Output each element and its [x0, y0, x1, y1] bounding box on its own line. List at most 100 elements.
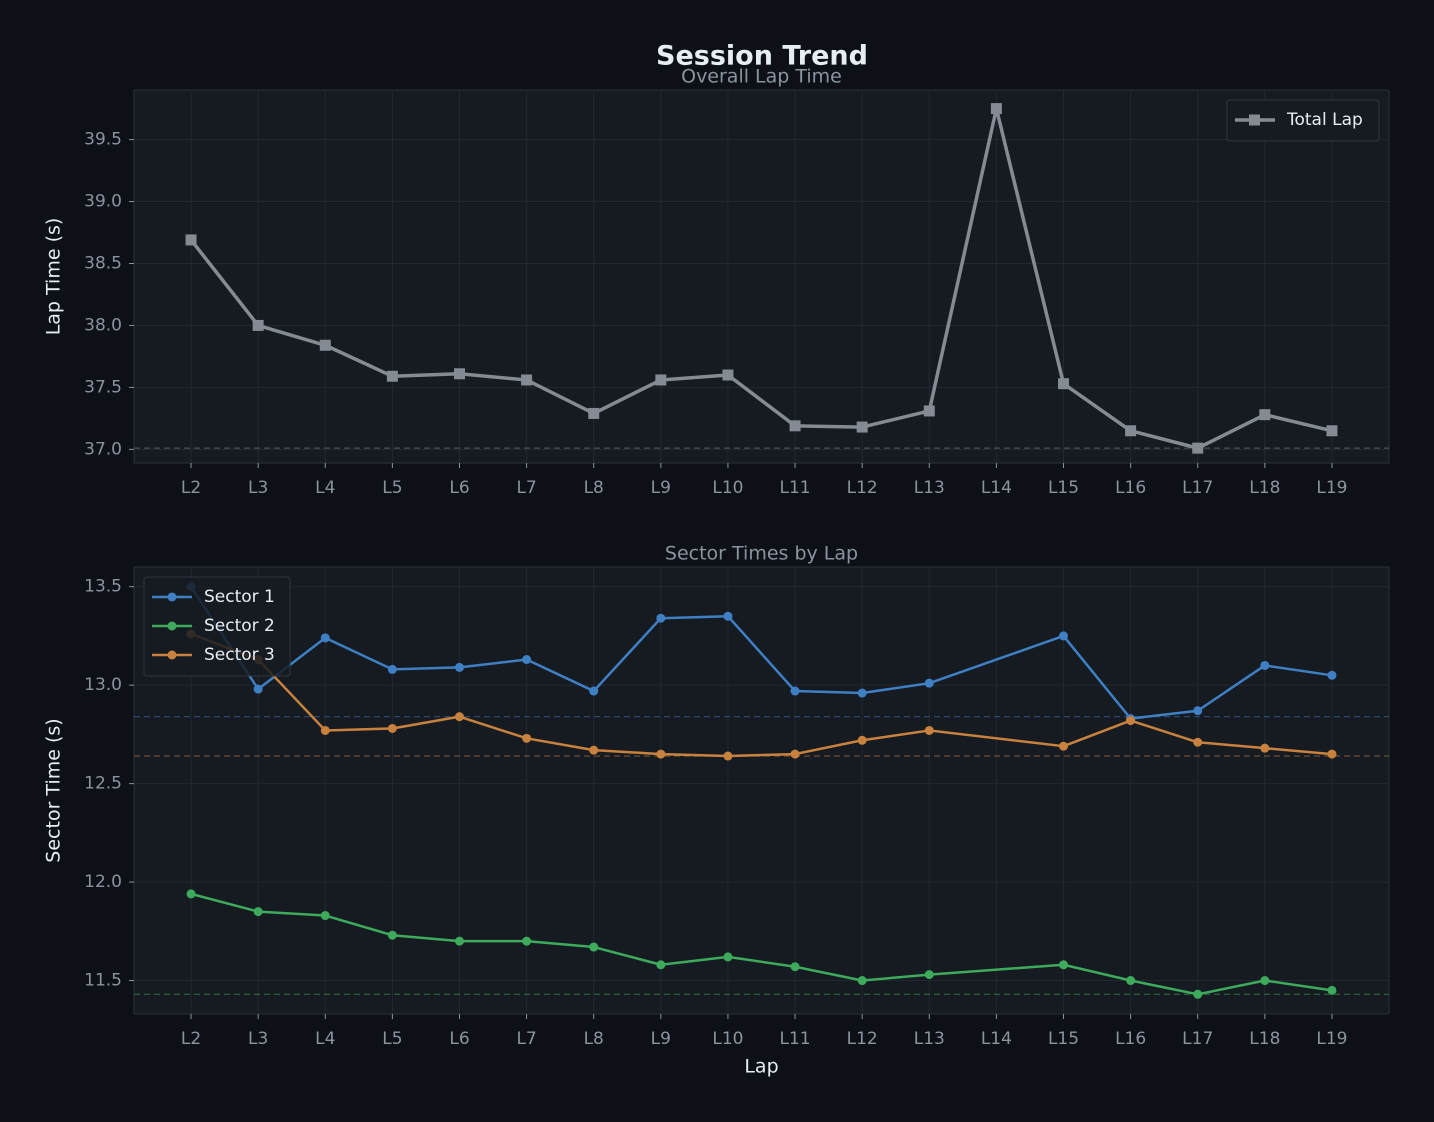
x-tick-label: L8 [584, 1029, 604, 1049]
x-tick-label: L18 [1249, 1029, 1280, 1049]
marker [723, 611, 733, 621]
x-tick-label: L5 [382, 478, 402, 498]
y-tick-label: 13.5 [84, 577, 122, 597]
marker [319, 339, 331, 351]
x-tick-label: L16 [1115, 478, 1146, 498]
x-tick-label: L14 [981, 478, 1012, 498]
marker [1193, 989, 1203, 999]
x-tick-label: L2 [181, 1029, 201, 1049]
marker [1059, 741, 1069, 751]
legend-label: Sector 3 [204, 645, 275, 665]
marker [1260, 660, 1270, 670]
marker [589, 745, 599, 755]
legend-box [143, 576, 291, 677]
marker [1125, 425, 1137, 437]
x-tick-label: L6 [449, 1029, 469, 1049]
marker [589, 942, 599, 952]
marker [387, 664, 397, 674]
marker [387, 723, 397, 733]
y-tick-label: 12.5 [84, 774, 122, 794]
marker [186, 889, 196, 899]
marker [857, 976, 867, 986]
marker [454, 936, 464, 946]
marker [1058, 378, 1070, 390]
x-tick-label: L2 [181, 478, 201, 498]
subplot-title: Overall Lap Time [681, 66, 842, 88]
x-tick-label: L9 [651, 478, 671, 498]
marker [1193, 737, 1203, 747]
marker [454, 712, 464, 722]
x-tick-label: L7 [516, 1029, 536, 1049]
marker [386, 370, 398, 382]
x-tick-label: L19 [1316, 478, 1347, 498]
x-axis-label: Lap [744, 1056, 778, 1078]
x-tick-label: L16 [1115, 1029, 1146, 1049]
legend-marker [167, 621, 177, 631]
marker [320, 633, 330, 643]
marker [1327, 670, 1337, 680]
y-axis-label: Sector Time (s) [43, 718, 65, 862]
x-tick-label: L12 [847, 1029, 878, 1049]
marker [790, 962, 800, 972]
marker [857, 688, 867, 698]
marker [1326, 425, 1338, 437]
marker [856, 421, 868, 433]
y-tick-label: 39.0 [84, 192, 122, 212]
marker [656, 749, 666, 759]
x-tick-label: L17 [1182, 1029, 1213, 1049]
x-tick-label: L12 [847, 478, 878, 498]
marker [1059, 631, 1069, 641]
x-tick-label: L17 [1182, 478, 1213, 498]
y-tick-label: 12.0 [84, 872, 122, 892]
marker [722, 369, 734, 381]
x-tick-label: L11 [780, 1029, 811, 1049]
marker [923, 405, 935, 417]
y-tick-label: 11.5 [84, 971, 122, 991]
x-tick-label: L4 [315, 478, 335, 498]
marker [924, 970, 934, 980]
marker [253, 907, 263, 917]
marker [1260, 976, 1270, 986]
legend-label: Total Lap [1286, 110, 1363, 130]
marker [924, 678, 934, 688]
marker [1193, 706, 1203, 716]
marker [990, 103, 1002, 115]
marker [1259, 409, 1271, 421]
x-tick-label: L9 [651, 1029, 671, 1049]
legend-marker [167, 650, 177, 660]
marker [790, 686, 800, 696]
x-tick-label: L10 [712, 1029, 743, 1049]
marker [1126, 976, 1136, 986]
x-tick-label: L10 [712, 478, 743, 498]
x-tick-label: L19 [1316, 1029, 1347, 1049]
marker [1260, 743, 1270, 753]
marker [790, 749, 800, 759]
y-tick-label: 13.0 [84, 675, 122, 695]
marker [1126, 716, 1136, 726]
x-tick-label: L15 [1048, 1029, 1079, 1049]
marker [656, 960, 666, 970]
x-tick-label: L3 [248, 1029, 268, 1049]
plot-area [133, 566, 1390, 1015]
marker [656, 613, 666, 623]
y-tick-label: 39.5 [84, 130, 122, 150]
marker [253, 684, 263, 694]
marker [453, 368, 465, 380]
x-tick-label: L4 [315, 1029, 335, 1049]
marker [789, 420, 801, 432]
legend-marker [1249, 114, 1260, 126]
marker [1192, 442, 1204, 454]
legend-marker [167, 592, 177, 602]
marker [924, 725, 934, 735]
series-line [189, 106, 1333, 450]
marker [387, 930, 397, 940]
x-tick-label: L13 [914, 478, 945, 498]
legend-label: Sector 1 [204, 587, 275, 607]
y-tick-label: 37.0 [84, 439, 122, 459]
marker [320, 911, 330, 921]
legend-label: Sector 2 [204, 616, 275, 636]
marker [522, 936, 532, 946]
x-tick-label: L15 [1048, 478, 1079, 498]
marker [252, 319, 264, 331]
